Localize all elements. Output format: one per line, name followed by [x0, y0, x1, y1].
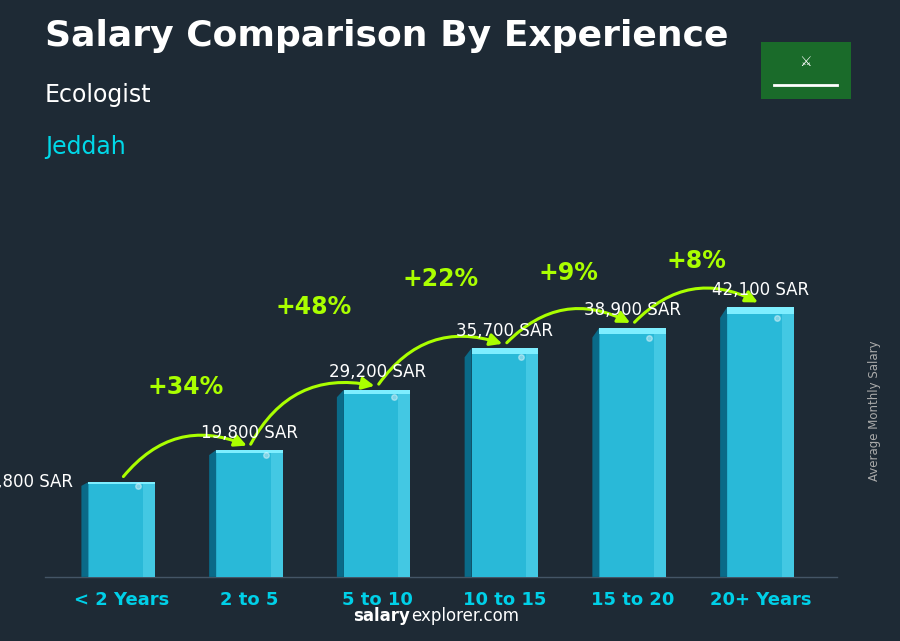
- Text: +22%: +22%: [403, 267, 479, 292]
- Text: +9%: +9%: [539, 261, 599, 285]
- Bar: [271, 450, 283, 577]
- Bar: [727, 307, 794, 577]
- Text: Salary Comparison By Experience: Salary Comparison By Experience: [45, 19, 728, 53]
- Polygon shape: [209, 450, 216, 577]
- Bar: [526, 348, 538, 577]
- Polygon shape: [337, 390, 344, 577]
- Text: +48%: +48%: [275, 295, 351, 319]
- Text: explorer.com: explorer.com: [411, 607, 519, 625]
- Bar: [654, 328, 666, 577]
- Text: +34%: +34%: [148, 375, 223, 399]
- Polygon shape: [720, 307, 727, 577]
- Bar: [472, 348, 538, 354]
- Text: 42,100 SAR: 42,100 SAR: [712, 281, 809, 299]
- Bar: [399, 390, 410, 577]
- Bar: [472, 348, 538, 577]
- Bar: [88, 482, 155, 485]
- Text: Average Monthly Salary: Average Monthly Salary: [868, 340, 881, 481]
- Text: Jeddah: Jeddah: [45, 135, 126, 158]
- Text: salary: salary: [353, 607, 410, 625]
- Polygon shape: [464, 348, 472, 577]
- Bar: [727, 307, 794, 314]
- Polygon shape: [592, 328, 599, 577]
- Bar: [781, 307, 794, 577]
- Bar: [344, 390, 410, 394]
- Bar: [599, 328, 666, 577]
- Text: 14,800 SAR: 14,800 SAR: [0, 473, 73, 491]
- Bar: [599, 328, 666, 334]
- Text: +8%: +8%: [667, 249, 726, 273]
- Bar: [344, 390, 410, 577]
- Bar: [216, 450, 283, 453]
- Text: Ecologist: Ecologist: [45, 83, 151, 107]
- Text: 19,800 SAR: 19,800 SAR: [201, 424, 298, 442]
- Text: 38,900 SAR: 38,900 SAR: [584, 301, 681, 319]
- Text: 29,200 SAR: 29,200 SAR: [328, 363, 426, 381]
- Bar: [216, 450, 283, 577]
- Bar: [143, 482, 155, 577]
- Bar: [88, 482, 155, 577]
- Text: 35,700 SAR: 35,700 SAR: [456, 322, 554, 340]
- Polygon shape: [81, 482, 88, 577]
- Text: ⚔: ⚔: [799, 55, 812, 69]
